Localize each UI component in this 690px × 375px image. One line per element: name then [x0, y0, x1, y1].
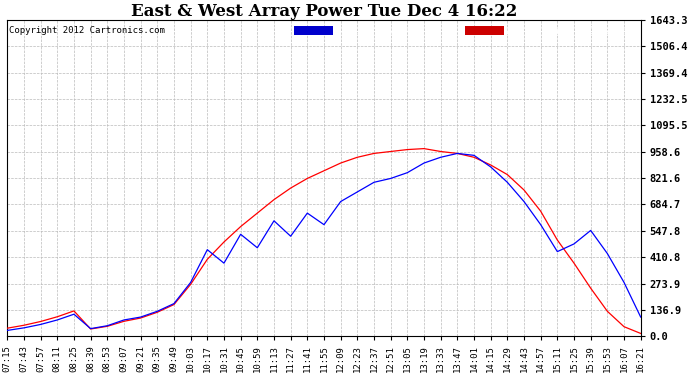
Legend: East Array  (DC Watts), West Array  (DC Watts): East Array (DC Watts), West Array (DC Wa… [293, 25, 635, 37]
Title: East & West Array Power Tue Dec 4 16:22: East & West Array Power Tue Dec 4 16:22 [131, 3, 518, 20]
Text: Copyright 2012 Cartronics.com: Copyright 2012 Cartronics.com [8, 26, 164, 35]
